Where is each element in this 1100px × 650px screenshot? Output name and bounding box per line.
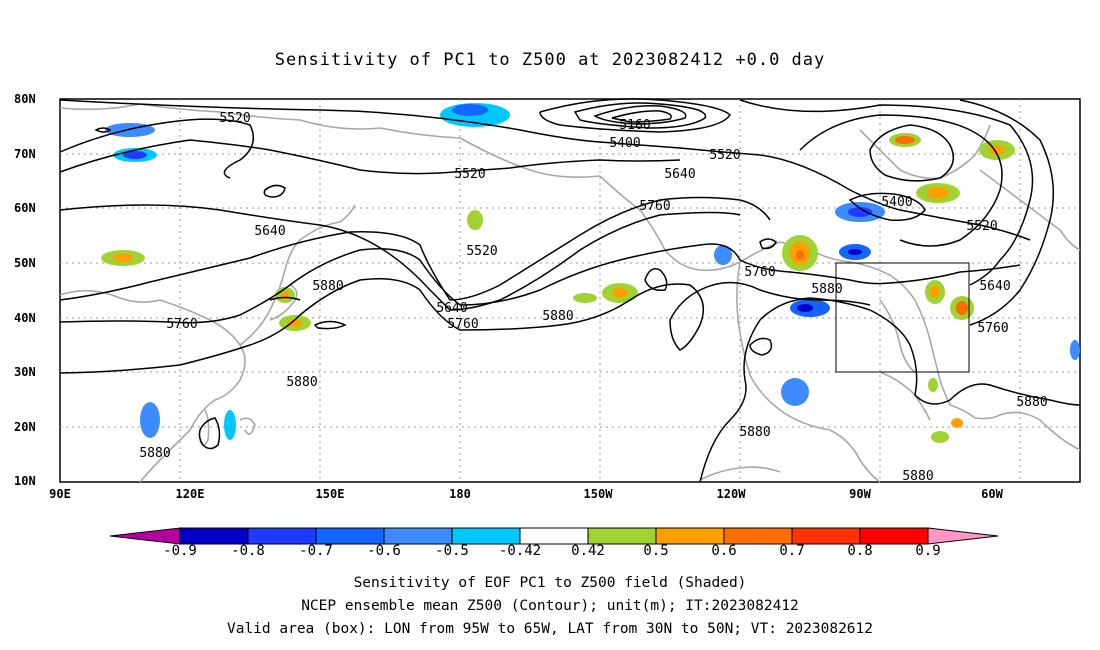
lat-label: 20N [14, 420, 36, 434]
colorbar-label: -0.7 [299, 543, 333, 559]
lat-label: 10N [14, 474, 36, 488]
lat-label: 40N [14, 311, 36, 325]
colorbar-label: -0.5 [435, 543, 469, 559]
valid-area-box [835, 262, 970, 373]
colorbar-label: 0.9 [915, 543, 941, 559]
colorbar-label: -0.9 [163, 543, 197, 559]
caption-line: Valid area (box): LON from 95W to 65W, L… [226, 621, 873, 637]
lat-label: 50N [14, 256, 36, 270]
lon-label: 120E [175, 487, 205, 501]
contour-label: 5640 [664, 167, 695, 182]
contour-label: 5880 [139, 446, 170, 461]
contour-label: 5760 [639, 199, 670, 214]
lon-label: 90E [49, 487, 71, 501]
contour-label: 5520 [219, 111, 250, 126]
lon-label: 60W [981, 487, 1003, 501]
contour-label: 5880 [1016, 395, 1047, 410]
colorbar-label: 0.8 [847, 543, 873, 559]
contour-label: 5880 [312, 279, 343, 294]
colorbar-label: -0.8 [231, 543, 265, 559]
contour-label: 5880 [902, 469, 933, 484]
lat-label: 80N [14, 92, 36, 106]
lon-label: 150W [583, 487, 613, 501]
contour-label: 5160 [619, 118, 650, 133]
lat-label: 60N [14, 201, 36, 215]
contour-label: 5520 [454, 167, 485, 182]
gridlines [60, 99, 1080, 482]
map-title: Sensitivity of PC1 to Z500 at 2023082412… [274, 50, 826, 70]
colorbar-label: -0.42 [498, 543, 542, 559]
colorbar-label: 0.7 [779, 543, 805, 559]
lon-label: 150E [315, 487, 345, 501]
contour-label: 5880 [542, 309, 573, 324]
contour-label: 5640 [254, 224, 285, 239]
contour-label: 5400 [609, 136, 640, 151]
contour-label: 5520 [466, 244, 497, 259]
contour-label: 5880 [811, 282, 842, 297]
contour-label: 5640 [979, 279, 1010, 294]
colorbar-label: 0.42 [571, 543, 605, 559]
contour-label: 5640 [436, 301, 467, 316]
lon-label: 90W [849, 487, 871, 501]
contour-label: 5520 [966, 219, 997, 234]
caption-line: NCEP ensemble mean Z500 (Contour); unit(… [301, 598, 799, 614]
contour-label: 5760 [977, 321, 1008, 336]
colorbar-label: 0.6 [711, 543, 737, 559]
contour-label-group: 5160 5400 5520 5520 5520 5520 5520 5640 … [139, 111, 1047, 461]
z500-contours [59, 98, 1081, 483]
lon-label: 120W [716, 487, 746, 501]
contour-label: 5760 [166, 317, 197, 332]
lat-label: 70N [14, 147, 36, 161]
contour-label: 5760 [447, 317, 478, 332]
colorbar-label: 0.5 [643, 543, 669, 559]
lon-label: 180 [449, 487, 471, 501]
contour-label: 5400 [881, 195, 912, 210]
contour-label: 5880 [286, 375, 317, 390]
colorbar-label: -0.6 [367, 543, 401, 559]
contour-label: 5760 [744, 265, 775, 280]
caption-line: Sensitivity of EOF PC1 to Z500 field (Sh… [353, 575, 747, 591]
contour-label: 5880 [739, 425, 770, 440]
contour-label: 5520 [709, 148, 740, 163]
lat-label: 30N [14, 365, 36, 379]
